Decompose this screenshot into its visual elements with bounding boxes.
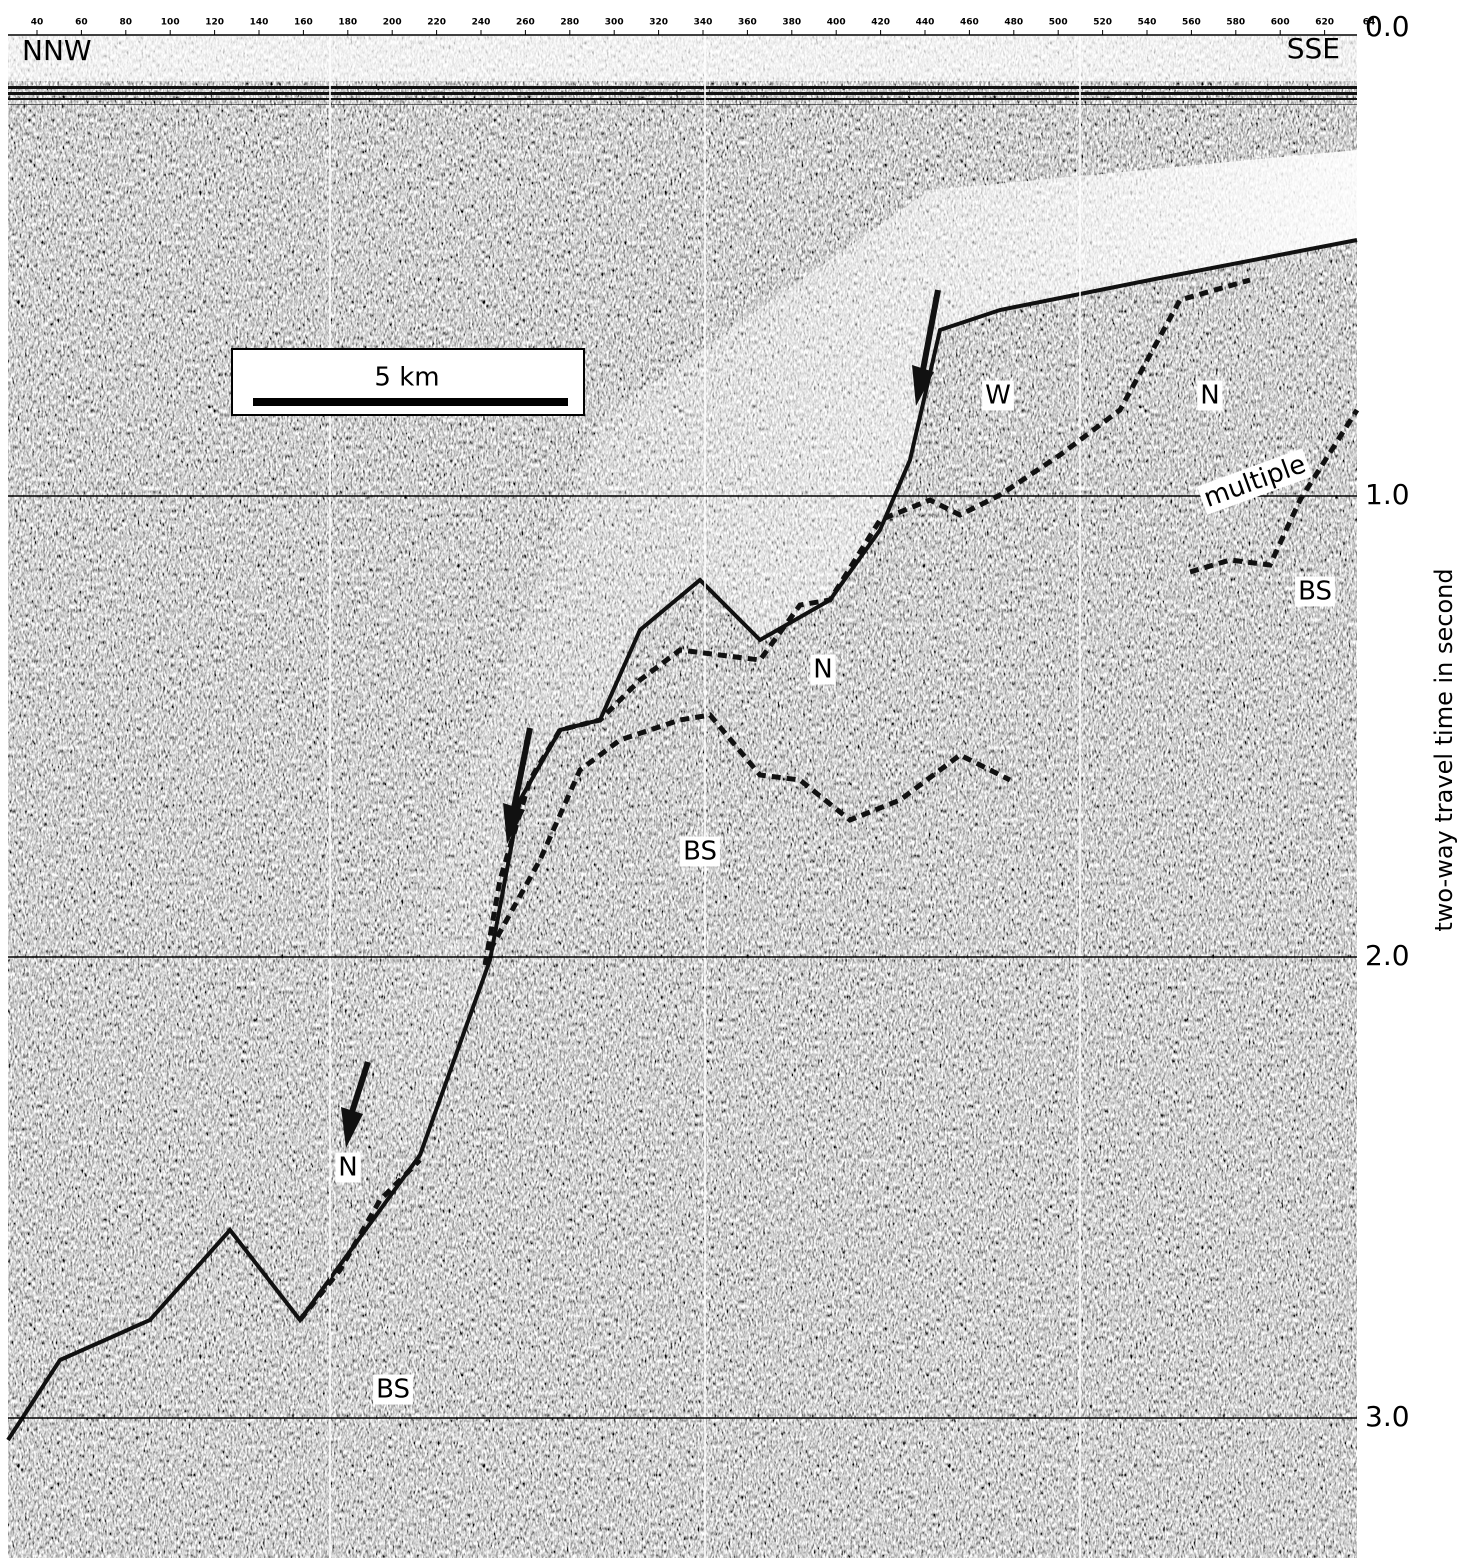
right-tick-label: 3.0 [1365, 1400, 1410, 1433]
orientation-right: SSE [1287, 32, 1340, 65]
annotation: N [810, 655, 835, 685]
top-tick-label: 520 [1093, 18, 1112, 28]
top-tick-label: 160 [294, 18, 313, 28]
scale-bar: 5 km [232, 349, 584, 415]
top-tick-label: 440 [916, 18, 935, 28]
top-tick-label: 460 [960, 18, 979, 28]
annotation-text: N [338, 1153, 357, 1183]
top-tick-label: 580 [1226, 18, 1245, 28]
top-tick-label: 300 [605, 18, 624, 28]
right-tick-label: 2.0 [1365, 939, 1410, 972]
annotation: N [1197, 381, 1222, 411]
right-tick-label: 0.0 [1365, 10, 1410, 43]
annotation: N [335, 1153, 360, 1183]
annotation-text: BS [1298, 577, 1332, 607]
annotation-text: BS [683, 837, 717, 867]
top-tick-label: 420 [871, 18, 890, 28]
top-tick-label: 220 [427, 18, 446, 28]
annotation: W [982, 381, 1014, 411]
annotation-text: N [1200, 381, 1219, 411]
annotation-text: W [985, 381, 1011, 411]
top-tick-label: 80 [120, 18, 133, 28]
top-tick-label: 480 [1004, 18, 1023, 28]
annotation: BS [1295, 577, 1335, 607]
annotation: BS [373, 1375, 413, 1405]
top-tick-label: 180 [338, 18, 357, 28]
right-tick-label: 1.0 [1365, 478, 1410, 511]
top-tick-label: 560 [1182, 18, 1201, 28]
top-tick-label: 400 [827, 18, 846, 28]
scale-label: 5 km [374, 363, 439, 393]
top-tick-label: 620 [1315, 18, 1334, 28]
orientation-left: NNW [22, 34, 92, 67]
top-tick-label: 240 [472, 18, 491, 28]
water-top [8, 36, 1357, 81]
top-tick-label: 140 [250, 18, 269, 28]
top-tick-label: 60 [75, 18, 88, 28]
annotation: BS [680, 837, 720, 867]
top-tick-label: 360 [738, 18, 757, 28]
top-tick-label: 540 [1138, 18, 1157, 28]
top-tick-label: 40 [31, 18, 44, 28]
top-tick-label: 600 [1271, 18, 1290, 28]
top-tick-label: 200 [383, 18, 402, 28]
top-tick-label: 280 [560, 18, 579, 28]
top-tick-label: 260 [516, 18, 535, 28]
seismic-figure: 5 km NNW SSE two-way travel time in seco… [0, 0, 1472, 1558]
top-tick-label: 320 [649, 18, 668, 28]
annotation-text: N [813, 655, 832, 685]
right-axis-title: two-way travel time in second [1430, 568, 1458, 931]
top-tick-label: 500 [1049, 18, 1068, 28]
top-tick-label: 100 [161, 18, 180, 28]
top-tick-label: 340 [694, 18, 713, 28]
top-tick-label: 120 [205, 18, 224, 28]
top-tick-label: 380 [782, 18, 801, 28]
annotation-text: BS [376, 1375, 410, 1405]
